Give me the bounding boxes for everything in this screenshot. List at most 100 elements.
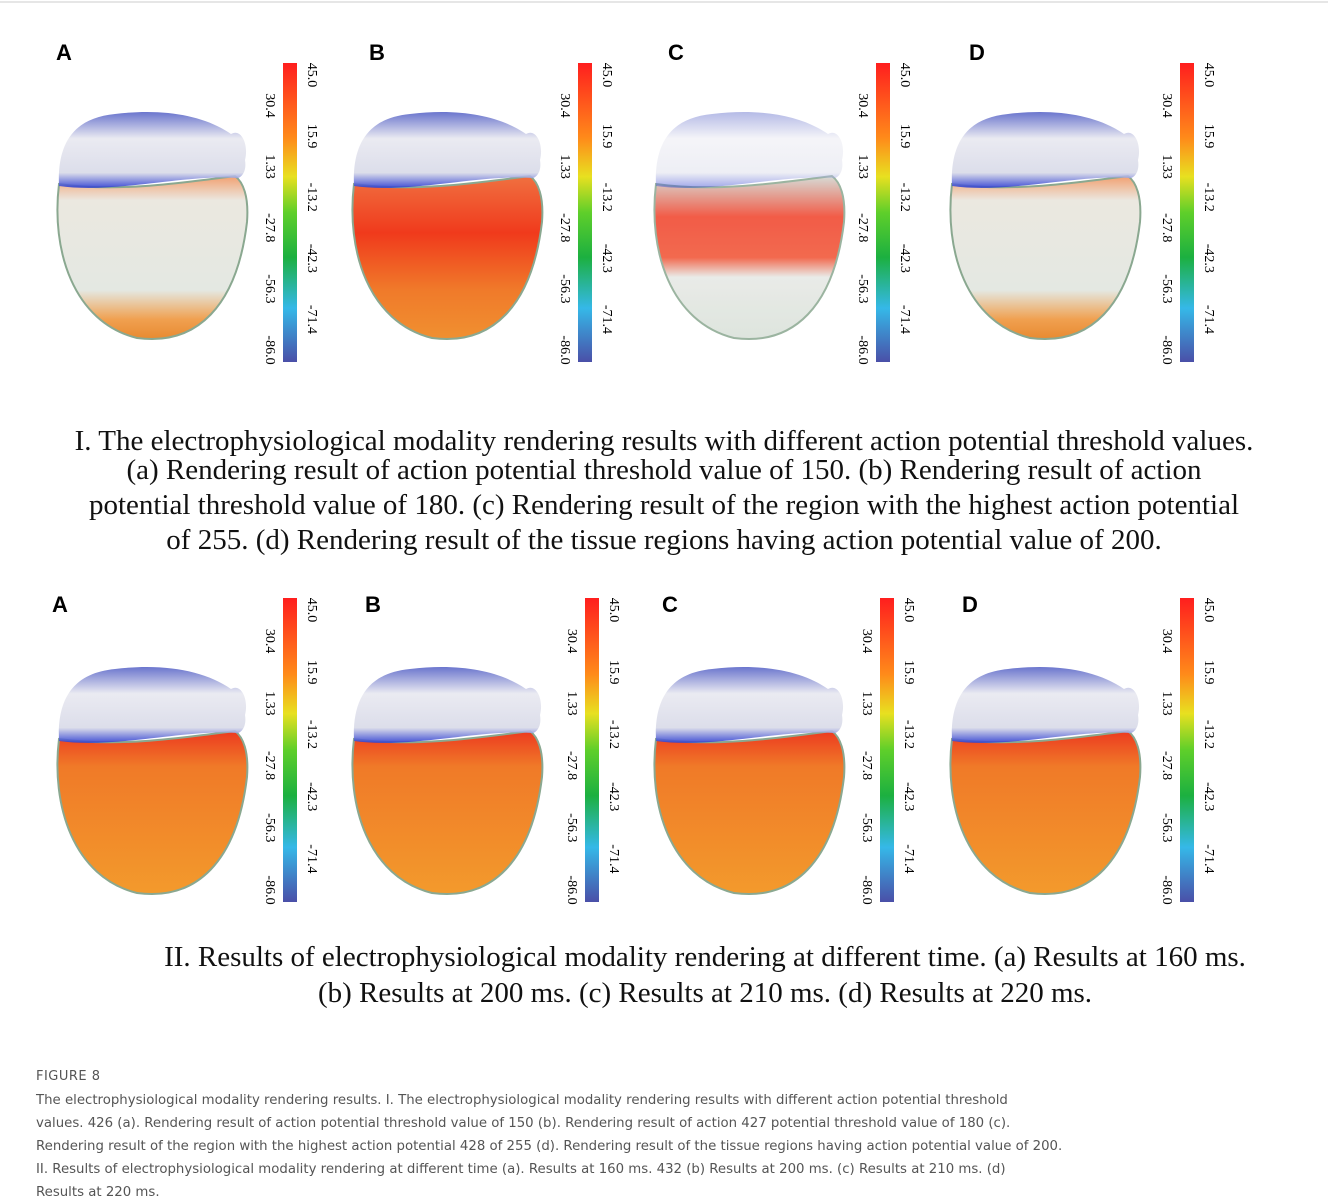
colorbar-label: 45.0 [304, 63, 319, 88]
colorbar-label: -42.3 [606, 782, 621, 811]
figure-label: FIGURE 8 [36, 1069, 101, 1084]
colorbar-label: 45.0 [1201, 598, 1216, 623]
colorbar-label: 30.4 [859, 629, 874, 654]
figure-caption: II. Results of electrophysiological moda… [36, 1162, 1006, 1177]
panel-letter: D [969, 40, 985, 65]
heart-body [57, 731, 247, 894]
colorbar-label: -86.0 [564, 875, 579, 904]
colorbar-label: 30.4 [1159, 93, 1174, 118]
colorbar-label: 45.0 [599, 63, 614, 88]
colorbar-label: 15.9 [606, 660, 621, 685]
colorbar-label: -42.3 [1201, 782, 1216, 811]
colorbar-label: 30.4 [557, 93, 572, 118]
colorbar-label: -13.2 [304, 183, 319, 212]
panel [950, 112, 1140, 339]
panel-letter: A [56, 40, 72, 65]
panel-caption: I. The electrophysiological modality ren… [75, 425, 1254, 457]
colorbar-label: 45.0 [901, 598, 916, 623]
colorbar-label: 30.4 [262, 93, 277, 118]
colorbar-label: 15.9 [304, 124, 319, 149]
panel-caption: potential threshold value of 180. (c) Re… [89, 489, 1239, 521]
colorbar-label: 1.33 [855, 154, 870, 179]
colorbar-label: -71.4 [901, 844, 916, 873]
colorbar-label: -42.3 [901, 782, 916, 811]
colorbar-label: 1.33 [1159, 154, 1174, 179]
colorbar [880, 598, 894, 902]
colorbar-label: 30.4 [564, 629, 579, 654]
panel-caption: of 255. (d) Rendering result of the tiss… [166, 524, 1161, 556]
colorbar-label: 30.4 [262, 629, 277, 654]
colorbar-label: -13.2 [1201, 183, 1216, 212]
colorbar-label: -86.0 [262, 875, 277, 904]
heart-body [950, 176, 1140, 339]
colorbar-label: -42.3 [1201, 244, 1216, 273]
heart-top [354, 112, 541, 188]
colorbar-label: -86.0 [859, 875, 874, 904]
colorbar-label: 15.9 [897, 124, 912, 149]
panel-caption: (b) Results at 200 ms. (c) Results at 21… [318, 977, 1092, 1009]
colorbar-label: -27.8 [564, 751, 579, 780]
heart-top [59, 112, 246, 188]
panel [352, 667, 542, 894]
colorbar-label: 1.33 [564, 691, 579, 716]
colorbar-label: 15.9 [901, 660, 916, 685]
colorbar-label: 1.33 [262, 154, 277, 179]
colorbar-label: 1.33 [859, 691, 874, 716]
colorbar-label: -56.3 [564, 813, 579, 842]
panel-caption: II. Results of electrophysiological moda… [164, 941, 1246, 973]
heart-body [654, 731, 844, 894]
colorbar-label: -71.4 [599, 305, 614, 334]
figure-caption: The electrophysiological modality render… [35, 1093, 1008, 1108]
colorbar-label: 15.9 [1201, 660, 1216, 685]
colorbar-label: -56.3 [855, 274, 870, 303]
colorbar-label: 15.9 [1201, 124, 1216, 149]
panel-letter: A [52, 592, 68, 617]
heart-body [352, 731, 542, 894]
colorbar [876, 63, 890, 362]
heart-top [656, 667, 843, 743]
colorbar-label: -13.2 [901, 720, 916, 749]
figure-caption: values. 426 (a). Rendering result of act… [36, 1116, 1010, 1131]
colorbar-label: -27.8 [859, 751, 874, 780]
colorbar-label: 45.0 [1201, 63, 1216, 88]
colorbar-label: -13.2 [599, 183, 614, 212]
heart-top [59, 667, 246, 743]
colorbar-label: -71.4 [1201, 305, 1216, 334]
colorbar-label: -42.3 [897, 244, 912, 273]
colorbar [283, 63, 297, 362]
figure-caption: Results at 220 ms. [36, 1185, 160, 1197]
colorbar-label: -42.3 [304, 244, 319, 273]
panel [352, 112, 542, 339]
colorbar-label: -13.2 [1201, 720, 1216, 749]
heart-top [354, 667, 541, 743]
colorbar-label: 15.9 [304, 660, 319, 685]
panel-caption: (a) Rendering result of action potential… [126, 454, 1202, 486]
colorbar-label: -42.3 [304, 782, 319, 811]
colorbar-label: -71.4 [304, 305, 319, 334]
colorbar-label: -27.8 [262, 213, 277, 242]
heart-body [950, 731, 1140, 894]
colorbar-label: 15.9 [599, 124, 614, 149]
colorbar-label: 1.33 [262, 691, 277, 716]
colorbar-label: -86.0 [1159, 875, 1174, 904]
colorbar-label: -27.8 [1159, 751, 1174, 780]
colorbar-label: 30.4 [1159, 629, 1174, 654]
colorbar-label: -27.8 [855, 213, 870, 242]
colorbar [1180, 598, 1194, 902]
colorbar-label: 1.33 [557, 154, 572, 179]
colorbar-label: -71.4 [606, 844, 621, 873]
heart-body [654, 176, 844, 339]
colorbar-label: 30.4 [855, 93, 870, 118]
colorbar-label: -27.8 [557, 213, 572, 242]
heart-body [57, 176, 247, 339]
colorbar-label: -13.2 [606, 720, 621, 749]
colorbar [283, 598, 297, 902]
panel [654, 667, 844, 894]
figure-caption: Rendering result of the region with the … [36, 1139, 1062, 1154]
colorbar-label: -86.0 [855, 335, 870, 364]
colorbar-label: -71.4 [304, 844, 319, 873]
panel-letter: B [365, 592, 381, 617]
heart-top [952, 112, 1139, 188]
panel [950, 667, 1140, 894]
panel [57, 667, 247, 894]
